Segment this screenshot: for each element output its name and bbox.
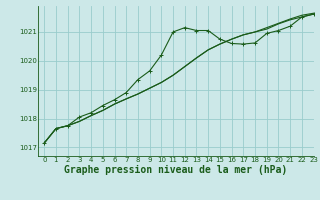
X-axis label: Graphe pression niveau de la mer (hPa): Graphe pression niveau de la mer (hPa) bbox=[64, 165, 288, 175]
